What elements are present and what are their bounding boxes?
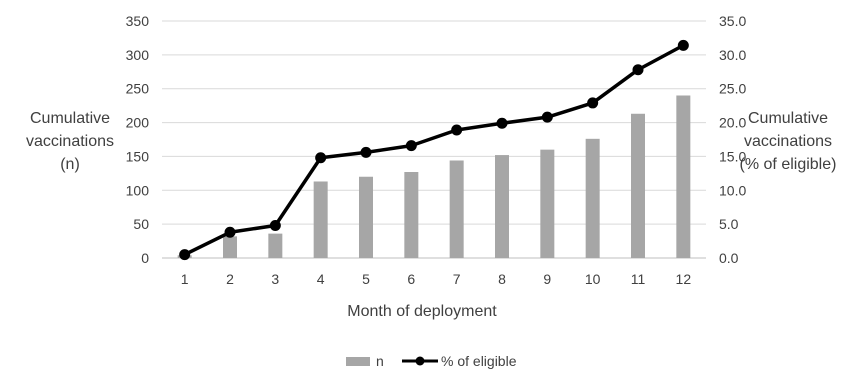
right-tick-label: 30.0 [719,47,746,63]
bar-n [495,155,509,258]
legend: n % of eligible [346,353,517,369]
gridlines [162,20,706,259]
legend-label-n: n [376,353,384,369]
point-percent-eligible [315,152,327,164]
right-tick-label: 25.0 [719,81,746,97]
left-tick-label: 300 [126,47,150,63]
bar-n [676,95,691,258]
bar-n [449,160,464,258]
left-tick-label: 250 [126,81,150,97]
right-axis-title-line-3: (% of eligible) [740,156,837,173]
point-percent-eligible [269,219,281,231]
point-percent-eligible [496,117,508,129]
point-percent-eligible [677,39,689,51]
right-axis-ticks: 0.0 5.0 10.0 15.0 20.0 25.0 30.0 35.0 [719,13,746,266]
legend-swatch-n [346,357,370,366]
x-tick-label: 11 [631,271,646,287]
right-tick-label: 15.0 [719,148,746,164]
left-tick-label: 350 [126,13,150,29]
x-tick-label: 7 [453,271,461,287]
x-tick-label: 12 [676,271,692,287]
right-axis-title: Cumulative vaccinations (% of eligible) [740,110,837,173]
left-axis-ticks: 0 50 100 150 200 250 300 350 [126,13,150,266]
x-tick-label: 8 [498,271,506,287]
right-tick-label: 10.0 [719,182,746,198]
bar-n [585,138,600,258]
left-axis-title-line-2: vaccinations [26,133,114,150]
right-tick-label: 5.0 [719,216,739,232]
left-tick-label: 150 [126,148,150,164]
left-tick-label: 200 [126,115,150,131]
legend-marker-percent [415,356,425,366]
bar-n [631,113,645,258]
x-tick-label: 9 [543,271,551,287]
bar-n [223,236,237,258]
x-tick-label: 5 [362,271,370,287]
bar-n [404,172,419,258]
right-tick-label: 0.0 [719,250,739,266]
x-tick-label: 1 [181,271,189,287]
left-axis-title-line-3: (n) [60,156,80,173]
point-percent-eligible [179,249,191,261]
line-series-percent-eligible [179,39,689,261]
right-tick-label: 20.0 [719,115,746,131]
left-tick-label: 0 [141,250,149,266]
bar-n [313,181,328,258]
bar-n [268,233,283,258]
right-axis-title-line-1: Cumulative [748,110,828,127]
x-tick-label: 10 [585,271,601,287]
bar-n [540,149,555,258]
right-axis-title-line-2: vaccinations [744,133,832,150]
point-percent-eligible [632,64,644,76]
x-tick-label: 6 [407,271,415,287]
point-percent-eligible [405,140,417,152]
x-axis-ticks: 1 2 3 4 5 6 7 8 9 10 11 12 [181,271,692,287]
legend-label-percent: % of eligible [441,353,517,369]
x-axis-title: Month of deployment [347,303,497,320]
x-tick-label: 4 [317,271,325,287]
line-percent-eligible [183,43,685,257]
left-axis-title-line-1: Cumulative [30,110,110,127]
right-tick-label: 35.0 [719,13,746,29]
left-axis-title: Cumulative vaccinations (n) [26,110,114,173]
point-percent-eligible [541,111,553,123]
point-percent-eligible [587,97,599,109]
x-tick-label: 2 [226,271,234,287]
bar-n [359,176,373,258]
point-percent-eligible [224,226,236,238]
left-tick-label: 50 [133,216,149,232]
point-percent-eligible [360,146,372,158]
point-percent-eligible [451,124,463,136]
left-tick-label: 100 [126,182,150,198]
x-tick-label: 3 [271,271,279,287]
bar-series-n [177,95,691,258]
